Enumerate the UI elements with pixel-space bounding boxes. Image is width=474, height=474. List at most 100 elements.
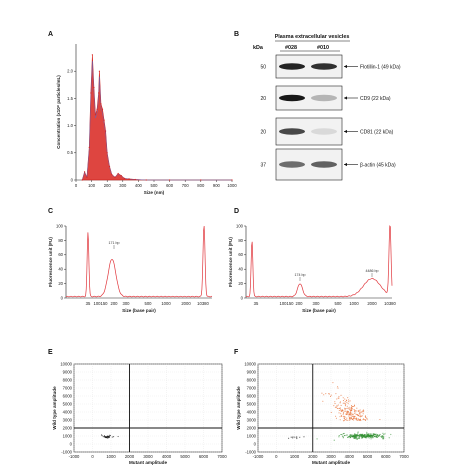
droplet-wild-type xyxy=(368,436,370,438)
droplet-wild-type xyxy=(372,437,374,439)
data-point xyxy=(169,179,171,181)
droplet-wild-type xyxy=(353,437,355,439)
droplet-mutant xyxy=(350,416,352,418)
droplet-wild-type xyxy=(372,436,374,438)
droplet-wild-type xyxy=(349,436,351,438)
x-tick-label: 6000 xyxy=(381,454,391,459)
droplet-mutant xyxy=(347,412,349,414)
droplet-mutant xyxy=(357,414,359,417)
droplet-wild-type xyxy=(366,431,368,433)
x-tick-label: 5000 xyxy=(363,454,373,459)
droplet-mutant xyxy=(358,419,361,421)
droplet-negative xyxy=(106,435,108,437)
droplet-wild-type xyxy=(371,435,373,437)
marker-kda: 50 xyxy=(260,64,266,70)
droplet-mutant xyxy=(343,412,345,414)
droplet-wild-type xyxy=(360,435,362,437)
y-tick-label: 10000 xyxy=(60,361,72,366)
droplet-negative xyxy=(292,437,294,439)
panel-letter-c: C xyxy=(48,208,53,215)
droplet-mutant xyxy=(350,405,353,407)
data-point xyxy=(134,178,136,181)
x-tick-label: 150 xyxy=(101,301,109,306)
x-tick-label: 2000 xyxy=(367,301,377,306)
droplet-mutant xyxy=(345,404,347,406)
droplet-mutant xyxy=(334,403,336,405)
droplet-mutant xyxy=(323,394,325,396)
data-point xyxy=(108,165,111,167)
band-label: CD9 (22 kDa) xyxy=(360,96,391,102)
droplet-mutant xyxy=(329,395,332,398)
x-tick-label: 7000 xyxy=(217,454,227,459)
droplet-mutant xyxy=(362,410,364,412)
droplet-mutant xyxy=(347,397,349,399)
droplet-mutant xyxy=(354,411,356,413)
x-axis-label: Size (base pair) xyxy=(302,308,336,313)
droplet-mutant xyxy=(346,399,348,402)
peak-annotation: 4486 bp xyxy=(366,269,379,273)
droplet-mutant xyxy=(355,413,357,415)
data-point xyxy=(83,171,86,173)
droplet-wild-type xyxy=(371,436,373,438)
y-tick-label: 4000 xyxy=(247,409,257,414)
y-tick-label: 20 xyxy=(238,281,243,286)
droplet-mutant xyxy=(349,400,351,402)
droplet-wild-type xyxy=(370,438,372,440)
droplet-mutant xyxy=(343,415,345,418)
data-point xyxy=(98,70,100,72)
droplet-mutant xyxy=(338,412,340,414)
x-tick-label: 0 xyxy=(275,454,278,459)
droplet-mutant xyxy=(354,409,356,412)
droplet-negative xyxy=(107,437,109,439)
droplet-mutant xyxy=(351,415,353,418)
droplet-negative xyxy=(296,436,298,438)
droplet-wild-type xyxy=(377,436,379,438)
droplet-wild-type xyxy=(355,438,357,440)
y-tick-label: 3000 xyxy=(63,417,73,422)
panel-letter-f: F xyxy=(234,349,239,356)
droplet-wild-type xyxy=(368,435,370,437)
droplet-wild-type xyxy=(372,432,374,435)
y-tick-label: 1.5 xyxy=(67,96,73,101)
droplet-mutant xyxy=(321,392,323,394)
droplet-mutant xyxy=(335,407,337,409)
droplet-mutant xyxy=(350,413,352,415)
droplet-mutant xyxy=(359,412,361,414)
droplet-mutant xyxy=(337,387,339,389)
nta-size-distribution-chart: 0 100 200 300 400 500 600 700 800 900 1000 0 0.5 1.0 1… xyxy=(56,44,237,195)
droplet-mutant xyxy=(348,408,350,410)
data-point xyxy=(86,176,88,178)
droplet-mutant xyxy=(340,413,342,415)
droplet-mutant xyxy=(339,407,341,409)
droplet-wild-type xyxy=(349,437,351,439)
droplet-mutant xyxy=(337,404,339,406)
droplet-mutant xyxy=(354,412,356,415)
data-point xyxy=(120,175,122,177)
droplet-mutant xyxy=(353,408,355,411)
droplet-mutant xyxy=(337,407,339,410)
droplet-mutant xyxy=(330,411,332,413)
y-tick-label: 1.0 xyxy=(67,123,73,128)
x-tick-label: 150 xyxy=(287,301,295,306)
droplet-mutant xyxy=(357,419,359,422)
data-point xyxy=(98,92,100,94)
data-point xyxy=(101,108,104,110)
panel-letter-b: B xyxy=(234,31,239,38)
y-tick-label: 40 xyxy=(238,267,243,272)
droplet-mutant xyxy=(334,401,336,403)
droplet-negative xyxy=(107,436,109,438)
droplet-mutant xyxy=(353,416,355,418)
x-tick-label: 100 xyxy=(94,301,102,306)
y-axis-label: Concentration (x10⁸ particles/mL) xyxy=(56,75,61,149)
y-tick-label: 2000 xyxy=(63,425,73,430)
y-tick-label: 2000 xyxy=(247,425,257,430)
droplet-mutant xyxy=(350,415,352,417)
blot-strip xyxy=(275,54,343,79)
droplet-mutant xyxy=(365,416,367,419)
y-tick-label: 9000 xyxy=(63,369,73,374)
data-point xyxy=(91,54,93,56)
blot-band xyxy=(311,128,337,135)
lane-label: #028 xyxy=(285,45,297,51)
droplet-mutant xyxy=(353,419,355,421)
droplet-wild-type xyxy=(380,436,382,438)
